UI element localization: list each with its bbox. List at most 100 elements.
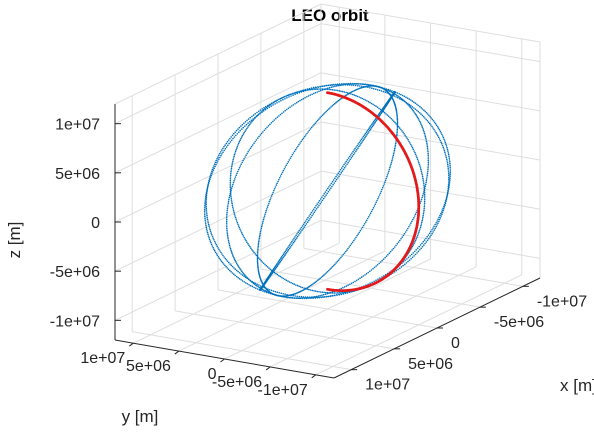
orbit-point-blue	[447, 169, 450, 171]
orbit-point-blue	[396, 133, 398, 135]
orbit-point-blue	[338, 90, 341, 92]
orbit-point-blue	[343, 252, 346, 254]
orbit-point-blue	[448, 157, 451, 159]
orbit-point-blue	[364, 99, 367, 101]
orbit-point-blue	[336, 83, 339, 85]
orbit-point-blue	[220, 251, 222, 254]
x-tick-label: 5e+06	[408, 356, 453, 373]
orbit-point-blue	[206, 213, 208, 215]
orbit-point-blue	[421, 245, 424, 248]
orbit-point-blue	[393, 149, 396, 152]
orbit-point-blue	[389, 116, 391, 119]
orbit-point-blue	[243, 236, 245, 239]
orbit-point-blue	[324, 273, 326, 275]
orbit-point-blue	[417, 160, 420, 162]
orbit-point-blue	[338, 258, 341, 260]
orbit-point-blue	[292, 294, 295, 297]
orbit-point-blue	[290, 105, 293, 107]
orbit-point-blue	[409, 224, 411, 226]
orbit-point-blue	[230, 250, 233, 253]
orbit-point-blue	[342, 253, 345, 256]
orbit-point-blue	[424, 185, 427, 188]
orbit-point-blue	[242, 159, 244, 162]
orbit-point-blue	[246, 241, 248, 243]
orbit-point-blue	[345, 91, 347, 94]
orbit-point-blue	[262, 108, 265, 111]
orbit-point-blue	[205, 195, 207, 197]
orbit-point-blue	[389, 250, 392, 253]
orbit-point-blue	[362, 224, 365, 227]
orbit-point-blue	[292, 92, 294, 95]
orbit-point-blue	[380, 90, 383, 92]
orbit-point-blue	[424, 135, 427, 138]
orbit-point-blue	[440, 211, 443, 213]
orbit-point-blue	[313, 282, 316, 284]
orbit-point-blue	[411, 256, 414, 259]
orbit-point-blue	[360, 276, 363, 278]
orbit-point-blue	[331, 180, 334, 183]
orbit-point-blue	[413, 150, 415, 152]
orbit-point-blue	[385, 177, 388, 180]
orbit-point-blue	[221, 261, 224, 264]
orbit-point-blue	[282, 257, 284, 259]
orbit-point-blue	[357, 147, 359, 149]
orbit-point-blue	[319, 291, 322, 293]
orbit-point-blue	[264, 263, 266, 266]
orbit-point-blue	[425, 139, 428, 141]
orbit-point-blue	[227, 236, 229, 238]
orbit-point-blue	[276, 116, 279, 118]
orbit-point-blue	[278, 263, 280, 265]
orbit-point-blue	[228, 142, 230, 145]
orbit-point-blue	[238, 272, 241, 274]
orbit-point-blue	[408, 98, 411, 100]
orbit-point-blue	[203, 208, 206, 211]
orbit-point-blue	[256, 257, 259, 260]
orbit-point-blue	[282, 293, 285, 295]
orbit-point-blue	[251, 248, 253, 251]
orbit-point-blue	[425, 178, 428, 180]
orbit-point-blue	[252, 118, 254, 120]
chart-title: LEO orbit	[291, 6, 369, 25]
orbit-point-blue	[416, 116, 419, 118]
orbit-point-blue	[232, 160, 234, 163]
orbit-point-blue	[258, 284, 260, 286]
orbit-point-blue	[266, 208, 268, 210]
orbit-point-blue	[224, 147, 227, 150]
orbit-point-blue	[248, 278, 250, 281]
orbit-point-blue	[266, 266, 269, 268]
orbit-point-blue	[300, 297, 302, 299]
orbit-point-blue	[313, 290, 315, 292]
orbit-point-blue	[209, 228, 211, 231]
orbit-point-blue	[421, 242, 423, 245]
orbit-point-blue	[232, 158, 234, 161]
orbit-point-blue	[434, 227, 437, 230]
orbit-point-blue	[422, 179, 425, 181]
orbit-point-blue	[343, 91, 346, 93]
orbit-point-blue	[394, 147, 396, 150]
orbit-point-blue	[442, 207, 444, 209]
orbit-point-blue	[233, 256, 235, 259]
orbit-point-blue	[388, 252, 391, 254]
orbit-point-blue	[373, 123, 375, 125]
orbit-point-blue	[365, 131, 368, 134]
orbit-point-blue	[371, 208, 374, 211]
orbit-point-blue	[392, 154, 395, 157]
orbit-point-blue	[236, 133, 239, 135]
orbit-point-blue	[312, 125, 314, 127]
orbit-point-blue	[228, 241, 230, 243]
orbit-point-blue	[425, 237, 427, 240]
orbit-point-blue	[392, 156, 394, 158]
orbit-point-blue	[307, 286, 310, 288]
orbit-point-blue	[240, 273, 242, 275]
orbit-point-blue	[228, 198, 230, 201]
orbit-point-blue	[334, 177, 336, 180]
orbit-point-blue	[314, 122, 317, 124]
orbit-point-blue	[414, 213, 417, 215]
orbit-point-blue	[350, 154, 352, 156]
orbit-point-blue	[331, 89, 334, 91]
orbit-point-blue	[449, 179, 451, 181]
orbit-point-blue	[309, 218, 311, 220]
orbit-point-blue	[433, 128, 435, 131]
orbit-point-blue	[299, 232, 301, 235]
